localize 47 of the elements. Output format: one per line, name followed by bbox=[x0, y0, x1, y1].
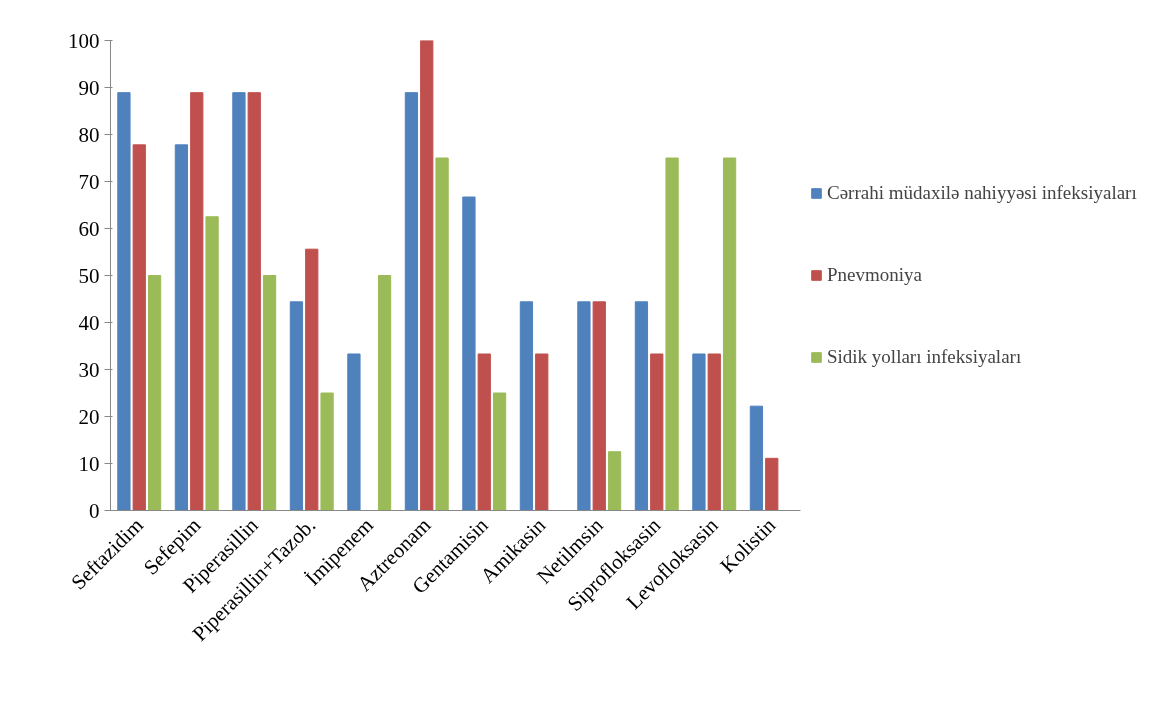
bar bbox=[174, 144, 189, 511]
y-tick-label: 0 bbox=[89, 498, 100, 523]
bar bbox=[692, 353, 706, 511]
bar bbox=[519, 301, 534, 511]
bar bbox=[592, 301, 606, 511]
bar bbox=[377, 275, 392, 511]
legend-label: Sidik yolları infeksiyaları bbox=[827, 346, 1022, 368]
bar bbox=[477, 353, 491, 511]
bar bbox=[289, 301, 304, 511]
y-tick-label: 10 bbox=[78, 451, 100, 476]
y-tick-label: 40 bbox=[78, 310, 100, 335]
bar bbox=[190, 92, 204, 511]
bar bbox=[404, 92, 419, 511]
y-tick-label: 90 bbox=[78, 75, 100, 100]
y-tick-label: 100 bbox=[68, 28, 100, 53]
bar bbox=[535, 353, 549, 511]
bar bbox=[765, 457, 779, 511]
bar bbox=[247, 92, 261, 511]
bar bbox=[707, 353, 721, 511]
y-tick-label: 50 bbox=[78, 263, 100, 288]
bar bbox=[420, 40, 434, 511]
bar bbox=[650, 353, 664, 511]
y-tick-label: 80 bbox=[78, 122, 100, 147]
y-tick-label: 70 bbox=[78, 169, 100, 194]
bar bbox=[132, 144, 146, 511]
bar bbox=[147, 275, 162, 511]
bar bbox=[722, 157, 737, 511]
bar bbox=[232, 92, 246, 511]
bar bbox=[749, 405, 764, 511]
bar bbox=[607, 451, 622, 511]
bar bbox=[492, 392, 507, 511]
bar bbox=[577, 301, 591, 511]
bar bbox=[634, 301, 649, 511]
legend-label: Cərrahi müdaxilə nahiyyəsi infeksiyaları bbox=[827, 182, 1137, 204]
bar bbox=[665, 157, 679, 511]
y-tick-label: 20 bbox=[78, 404, 100, 429]
bar bbox=[117, 92, 131, 511]
y-tick-label: 60 bbox=[78, 216, 100, 241]
bar bbox=[462, 196, 476, 511]
legend-label: Pnevmoniya bbox=[827, 264, 922, 286]
bar bbox=[320, 392, 334, 511]
bar bbox=[347, 353, 361, 511]
bar bbox=[205, 216, 219, 511]
y-tick-label: 30 bbox=[78, 357, 100, 382]
bar bbox=[305, 248, 319, 511]
bar bbox=[435, 157, 449, 511]
bar bbox=[262, 275, 277, 511]
